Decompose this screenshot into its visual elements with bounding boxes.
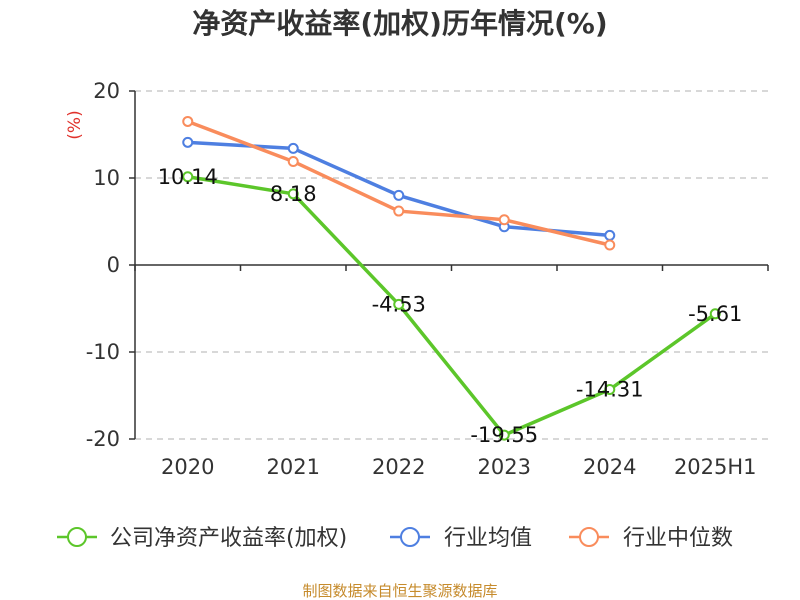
legend-label: 行业均值: [444, 526, 532, 551]
data-point: [393, 298, 405, 310]
series-line: [187, 175, 717, 437]
chart-title: 净资产收益率(加权)历年情况(%): [192, 7, 607, 40]
data-point: [182, 136, 194, 148]
data-point: [182, 171, 194, 183]
y-tick-label: -20: [86, 427, 120, 451]
series-line: [187, 140, 610, 238]
data-point: [498, 429, 510, 441]
data-point: [287, 155, 299, 167]
x-tick-label: 2023: [478, 455, 531, 479]
x-tick-label: 2021: [267, 455, 320, 479]
data-point: [604, 383, 616, 395]
legend-item: 行业均值: [390, 526, 532, 551]
legend-item: 公司净资产收益率(加权): [57, 526, 347, 551]
y-tick-label: 20: [93, 79, 120, 103]
data-point: [604, 239, 616, 251]
data-point: [287, 188, 299, 200]
data-label: -5.61: [688, 302, 742, 326]
series-group: [182, 115, 721, 441]
data-labels: 10.14 8.18 -4.53 -19.55 -14.31 -5.61: [158, 165, 743, 447]
data-label: -14.31: [576, 377, 644, 401]
data-label: 10.14: [158, 165, 218, 189]
data-label: 8.18: [270, 182, 317, 206]
series-line: [187, 119, 611, 247]
x-tick-label: 2025H1: [674, 455, 757, 479]
legend: 公司净资产收益率(加权) 行业均值 行业中位数: [57, 526, 733, 551]
data-point: [287, 142, 299, 154]
y-tick-label: 0: [107, 253, 120, 277]
data-point: [604, 229, 616, 241]
legend-marker: [67, 527, 87, 547]
x-tick-label: 2024: [583, 455, 636, 479]
y-tick-label: 10: [93, 166, 120, 190]
legend-marker: [400, 527, 420, 547]
data-point: [498, 214, 510, 226]
x-tick-label: 2022: [372, 455, 425, 479]
legend-item: 行业中位数: [569, 526, 733, 551]
data-label: -4.53: [372, 292, 426, 316]
data-point: [709, 308, 721, 320]
source-note: 制图数据来自恒生聚源数据库: [302, 582, 497, 600]
data-label: -19.55: [470, 423, 538, 447]
y-tick-label: -10: [86, 340, 120, 364]
axes: 20 10 0 -10 -20 2020 2021 2022 2023 2024 2025H1: [86, 79, 769, 479]
data-point: [182, 115, 194, 127]
data-point: [393, 205, 405, 217]
y-axis-label: (%): [65, 110, 85, 139]
legend-label: 公司净资产收益率(加权): [110, 526, 347, 551]
data-point: [393, 189, 405, 201]
x-tick-label: 2020: [161, 455, 214, 479]
legend-marker: [579, 527, 599, 547]
legend-label: 行业中位数: [623, 526, 733, 551]
